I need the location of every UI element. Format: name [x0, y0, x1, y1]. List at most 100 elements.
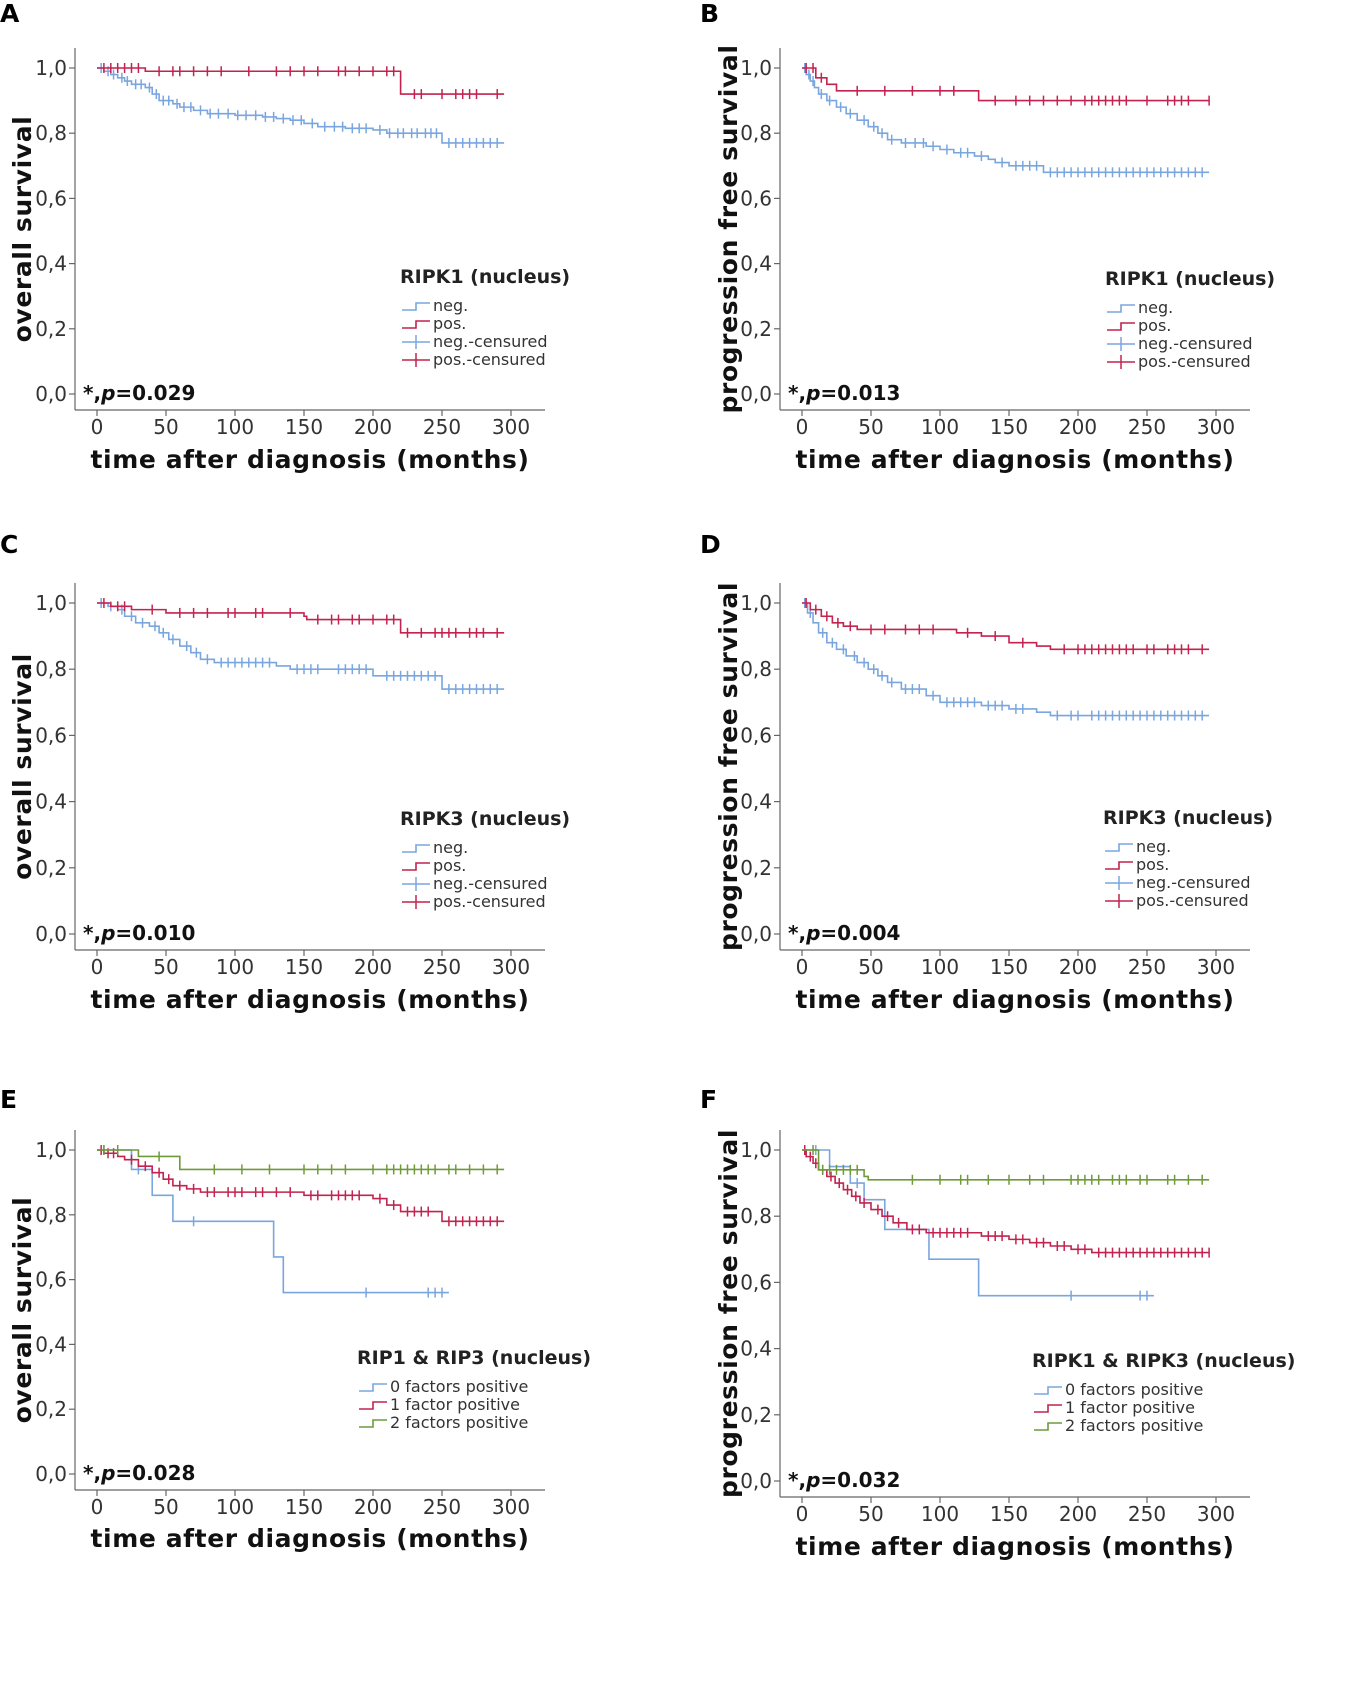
x-tick-label: 0 — [796, 955, 809, 979]
legend: RIPK3 (nucleus) neg.pos.neg.-censuredpos.… — [1103, 807, 1273, 910]
legend-title: RIPK1 (nucleus) — [400, 266, 570, 288]
series-neg- — [802, 63, 1210, 178]
series-pos- — [97, 63, 505, 100]
legend-title: RIPK1 (nucleus) — [1105, 268, 1275, 290]
survival-curve — [97, 602, 505, 690]
x-axis-label: time after diagnosis (months) — [795, 985, 1234, 1014]
legend-item-label: pos.-censured — [1136, 891, 1249, 910]
legend-line-swatch — [359, 1383, 387, 1392]
x-tick-label: 150 — [990, 1502, 1028, 1526]
panel-f: F 0,0 0,2 0,4 0,6 0,8 1,0 0 50 100 150 200 250 300 tim… — [700, 1085, 1295, 1561]
x-tick-label: 50 — [153, 955, 178, 979]
legend-item-label: neg. — [1138, 298, 1173, 317]
panel-label: C — [0, 530, 18, 559]
survival-curve — [97, 67, 505, 144]
y-tick-label: 0,2 — [740, 856, 772, 880]
x-tick-label: 0 — [796, 415, 809, 439]
survival-curve — [97, 1149, 505, 1171]
y-tick-label: 0,8 — [35, 1203, 67, 1227]
y-tick-label: 0,2 — [740, 1403, 772, 1427]
legend-item-label: 0 factors positive — [1065, 1380, 1203, 1399]
legend-item-label: 1 factor positive — [1065, 1398, 1195, 1417]
y-tick-label: 0,2 — [35, 317, 67, 341]
x-tick-label: 100 — [921, 955, 959, 979]
x-axis-label: time after diagnosis (months) — [90, 1524, 529, 1553]
p-value-symbol: p — [100, 381, 115, 405]
legend: RIPK1 (nucleus) neg.pos.neg.-censuredpos.… — [1105, 268, 1275, 371]
legend-line-swatch — [1034, 1386, 1062, 1395]
y-tick-label: 1,0 — [35, 591, 67, 615]
x-tick-label: 50 — [858, 415, 883, 439]
legend-item-label: pos. — [1138, 316, 1171, 335]
x-tick-label: 100 — [216, 955, 254, 979]
panel-b: B 0,0 0,2 0,4 0,6 0,8 1,0 0 50 100 150 200 250 300 tim… — [700, 0, 1275, 474]
p-value-prefix: *, — [788, 921, 806, 945]
legend-item-label: 0 factors positive — [390, 1377, 528, 1396]
x-tick-label: 300 — [492, 1495, 530, 1519]
survival-curve — [802, 1149, 1210, 1181]
x-tick-label: 0 — [91, 1495, 104, 1519]
x-tick-label: 150 — [990, 955, 1028, 979]
y-tick-label: 0,4 — [35, 1332, 67, 1356]
x-tick-label: 200 — [354, 1495, 392, 1519]
series-0-factors-positive — [802, 1145, 1154, 1301]
x-axis-label: time after diagnosis (months) — [90, 985, 529, 1014]
survival-curve — [802, 1149, 1154, 1297]
series-1-factor-positive — [97, 1145, 505, 1227]
p-value: *,p=0.013 — [788, 381, 900, 405]
y-axis-label: overall survival — [8, 653, 37, 880]
legend-item-label: 2 factors positive — [1065, 1416, 1203, 1435]
y-tick-label: 0,0 — [35, 922, 67, 946]
p-value: *,p=0.029 — [83, 381, 195, 405]
series-0-factors-positive — [97, 1145, 449, 1298]
y-tick-label: 1,0 — [740, 1138, 772, 1162]
p-value-symbol: p — [805, 1468, 820, 1492]
x-axis-label: time after diagnosis (months) — [795, 445, 1234, 474]
legend-item-label: neg.-censured — [1136, 873, 1250, 892]
p-value: *,p=0.004 — [788, 921, 900, 945]
x-tick-label: 50 — [153, 1495, 178, 1519]
x-tick-label: 100 — [921, 1502, 959, 1526]
series-2-factors-positive — [97, 1145, 505, 1175]
y-tick-label: 0,8 — [740, 1204, 772, 1228]
legend-item-label: pos. — [433, 856, 466, 875]
x-tick-label: 150 — [285, 1495, 323, 1519]
x-tick-label: 250 — [423, 415, 461, 439]
p-value-number: =0.029 — [115, 381, 195, 405]
x-tick-label: 300 — [1197, 415, 1235, 439]
y-tick-label: 0,0 — [740, 382, 772, 406]
x-tick-label: 100 — [216, 1495, 254, 1519]
x-tick-label: 100 — [921, 415, 959, 439]
legend-title: RIPK1 & RIPK3 (nucleus) — [1032, 1350, 1295, 1372]
survival-curve — [802, 602, 1210, 651]
y-axis-label: progression free survival — [714, 1129, 743, 1498]
x-tick-label: 100 — [216, 415, 254, 439]
x-tick-label: 250 — [1128, 415, 1166, 439]
x-tick-label: 250 — [1128, 955, 1166, 979]
y-tick-label: 0,0 — [740, 922, 772, 946]
legend-line-swatch — [1107, 322, 1135, 331]
x-tick-label: 150 — [990, 415, 1028, 439]
p-value-symbol: p — [805, 381, 820, 405]
legend: RIP1 & RIP3 (nucleus) 0 factors positive1… — [357, 1347, 591, 1432]
x-tick-label: 50 — [858, 1502, 883, 1526]
panel-d: D 0,0 0,2 0,4 0,6 0,8 1,0 0 50 100 150 200 250 300 tim… — [700, 530, 1273, 1014]
legend-line-swatch — [1105, 843, 1133, 852]
y-tick-label: 0,2 — [740, 317, 772, 341]
y-axis-label: progression free survival — [714, 44, 743, 413]
series-1-factor-positive — [802, 1145, 1210, 1258]
p-value: *,p=0.010 — [83, 921, 195, 945]
y-tick-label: 0,0 — [35, 1462, 67, 1486]
p-value-number: =0.004 — [820, 921, 900, 945]
y-tick-label: 1,0 — [35, 1138, 67, 1162]
p-value-number: =0.032 — [820, 1468, 900, 1492]
legend-item-label: pos. — [433, 314, 466, 333]
y-axis-label: overall survival — [8, 1197, 37, 1424]
legend-line-swatch — [1034, 1422, 1062, 1431]
x-tick-label: 50 — [153, 415, 178, 439]
legend-item-label: 2 factors positive — [390, 1413, 528, 1432]
x-axis-label: time after diagnosis (months) — [795, 1532, 1234, 1561]
legend-item-label: 1 factor positive — [390, 1395, 520, 1414]
legend-title: RIPK3 (nucleus) — [1103, 807, 1273, 829]
series-neg- — [97, 63, 505, 148]
